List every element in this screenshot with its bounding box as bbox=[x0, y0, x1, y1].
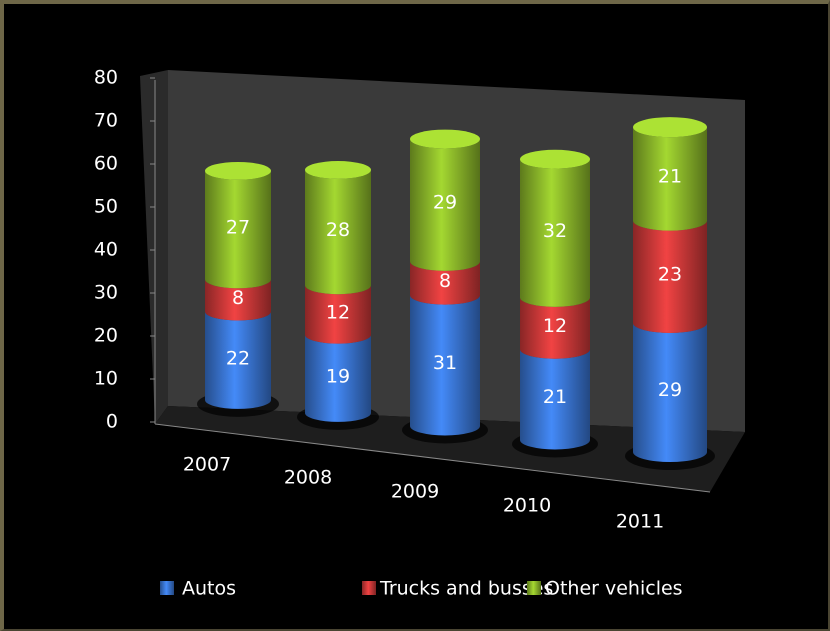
x-tick-label: 2008 bbox=[284, 467, 332, 489]
side-wall bbox=[140, 70, 168, 424]
legend-swatch bbox=[527, 581, 541, 595]
data-label: 29 bbox=[658, 379, 682, 401]
cylinder-top bbox=[520, 149, 590, 169]
data-label: 12 bbox=[326, 302, 350, 324]
legend-label: Other vehicles bbox=[545, 578, 683, 600]
x-tick-label: 2010 bbox=[503, 495, 551, 517]
y-tick-label: 10 bbox=[94, 368, 118, 390]
cylinder-top bbox=[633, 117, 707, 138]
y-tick-label: 0 bbox=[106, 411, 118, 433]
data-label: 28 bbox=[326, 219, 350, 241]
y-tick-label: 40 bbox=[94, 239, 118, 261]
legend-label: Trucks and busses bbox=[379, 578, 553, 600]
data-label: 8 bbox=[439, 270, 451, 292]
data-label: 23 bbox=[658, 263, 682, 285]
cylinder-segment bbox=[305, 285, 371, 344]
data-label: 22 bbox=[226, 347, 250, 369]
x-tick-label: 2009 bbox=[391, 481, 439, 503]
cylinder-segment bbox=[633, 220, 707, 333]
y-tick-label: 60 bbox=[94, 153, 118, 175]
y-tick-label: 30 bbox=[94, 282, 118, 304]
data-label: 12 bbox=[543, 315, 567, 337]
data-label: 21 bbox=[543, 386, 567, 408]
cylinder-segment bbox=[633, 322, 707, 462]
cylinder-segment bbox=[305, 334, 371, 422]
data-label: 31 bbox=[433, 352, 457, 374]
cylinder-top bbox=[305, 161, 371, 179]
y-tick-label: 20 bbox=[94, 325, 118, 347]
cylinder-segment bbox=[410, 261, 480, 305]
y-tick-label: 80 bbox=[94, 67, 118, 89]
cylinder-segment bbox=[410, 295, 480, 436]
data-label: 19 bbox=[326, 365, 350, 387]
data-label: 32 bbox=[543, 220, 567, 242]
data-label: 8 bbox=[232, 287, 244, 309]
x-tick-label: 2007 bbox=[183, 454, 231, 476]
cylinder-segment bbox=[205, 279, 271, 321]
x-axis bbox=[154, 423, 711, 493]
x-tick-label: 2011 bbox=[616, 511, 664, 533]
data-label: 21 bbox=[658, 165, 682, 187]
floor bbox=[155, 406, 745, 492]
legend-swatch bbox=[160, 581, 174, 595]
cylinder-top bbox=[205, 161, 271, 180]
cylinder-segment bbox=[410, 139, 480, 271]
y-tick-label: 50 bbox=[94, 196, 118, 218]
cylinder-segment bbox=[633, 127, 707, 231]
data-label: 27 bbox=[226, 217, 250, 239]
y-tick-label: 70 bbox=[94, 110, 118, 132]
cylinder-top bbox=[410, 129, 480, 149]
cylinder-segment bbox=[520, 349, 590, 450]
cylinder-segment bbox=[205, 170, 271, 289]
cylinder-segment bbox=[205, 311, 271, 409]
cylinder-segment bbox=[305, 169, 371, 295]
legend-swatch bbox=[362, 581, 376, 595]
legend-label: Autos bbox=[182, 578, 236, 600]
cylinder-segment bbox=[520, 297, 590, 359]
data-label: 29 bbox=[433, 192, 457, 214]
cylinder-segment bbox=[520, 159, 590, 307]
